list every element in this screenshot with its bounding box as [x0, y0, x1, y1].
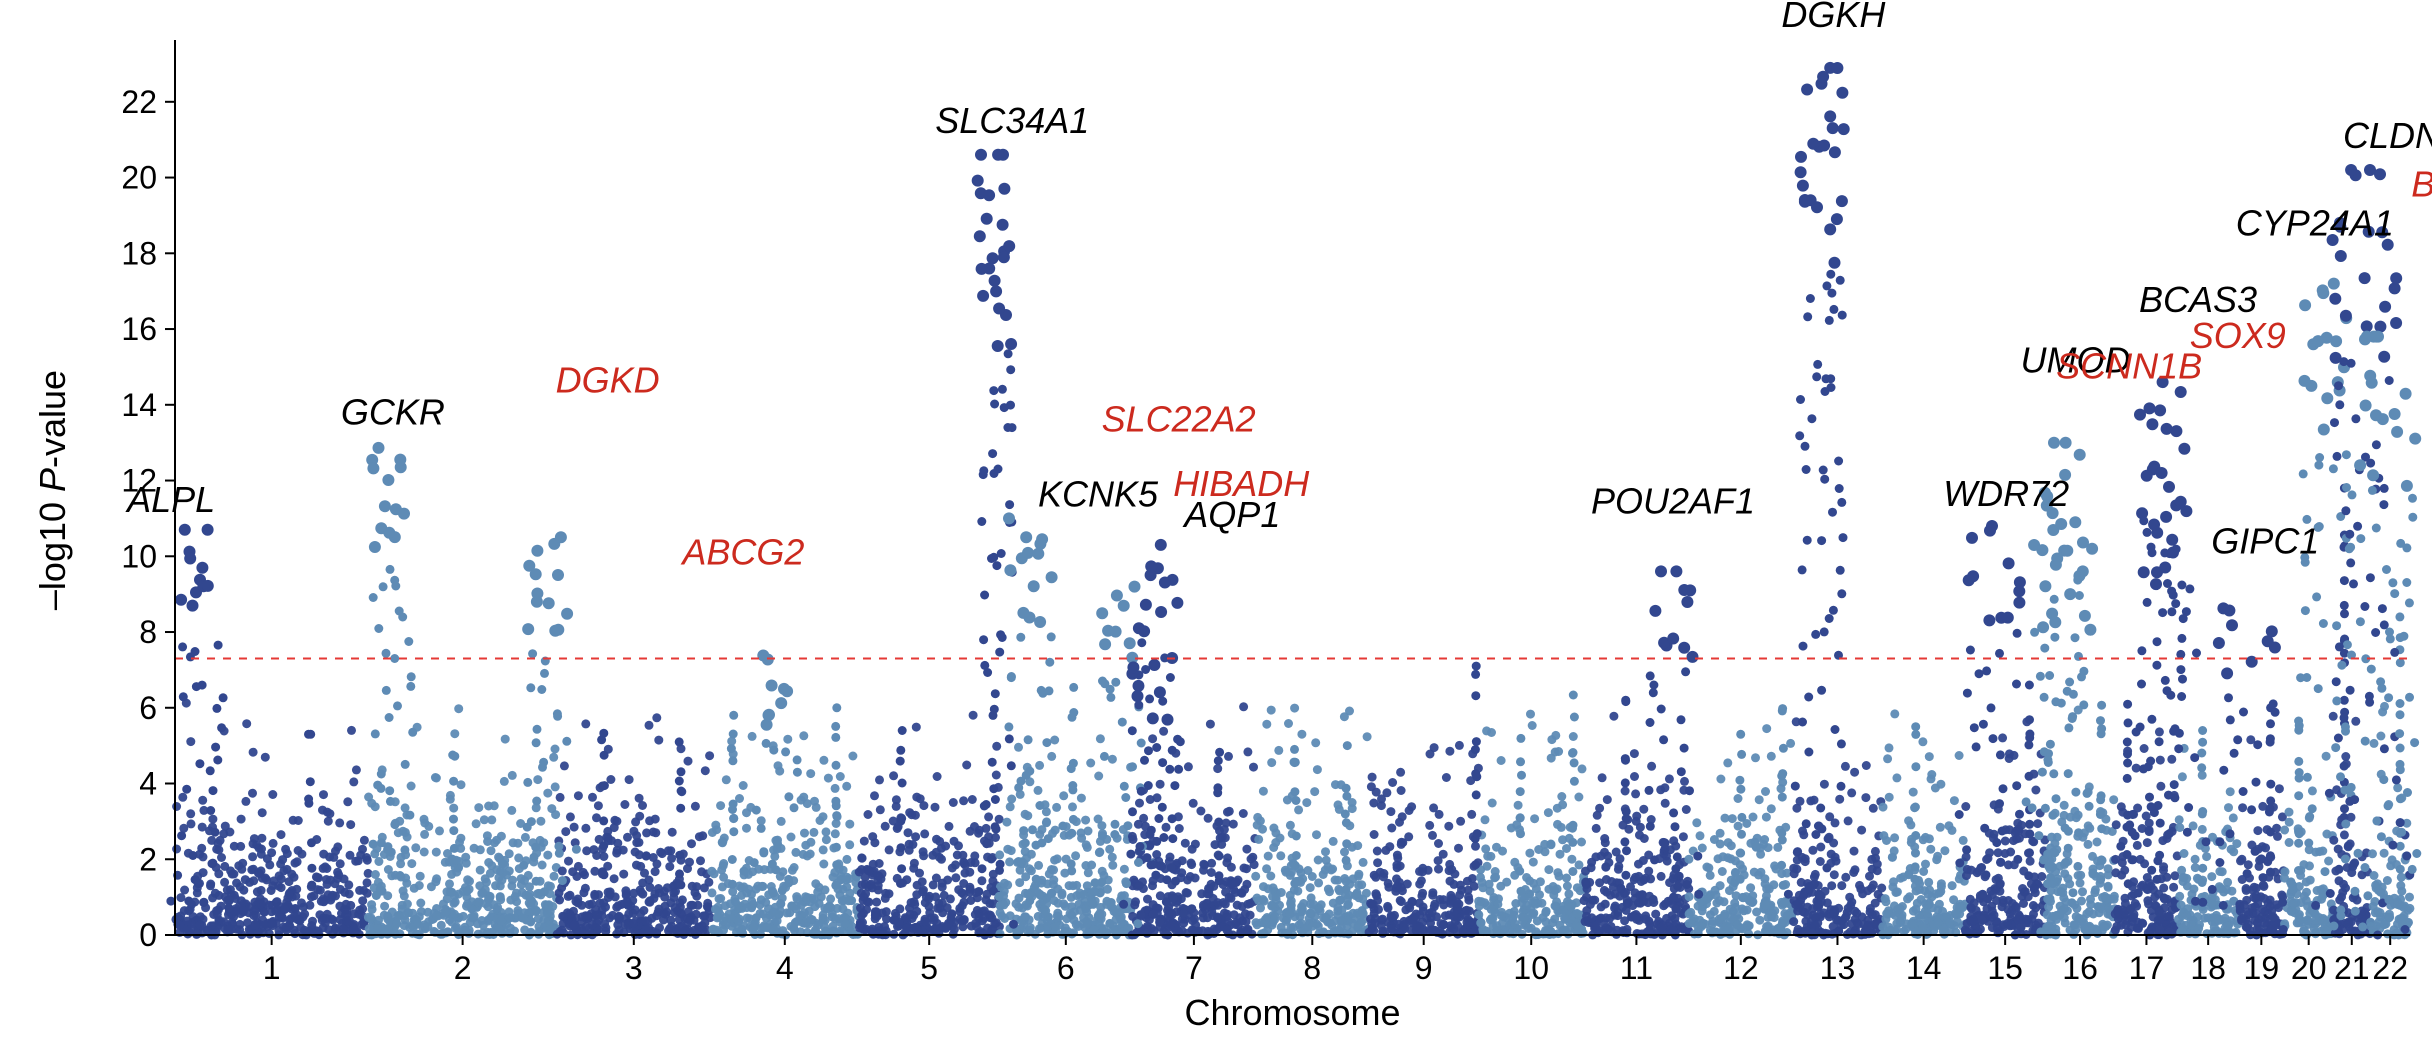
y-tick-label: 10 — [121, 538, 157, 574]
gene-label: DGKH — [1781, 0, 1886, 35]
y-tick-label: 6 — [139, 690, 157, 726]
x-tick-label: 12 — [1723, 950, 1759, 986]
gene-label: DGKD — [556, 359, 660, 400]
y-axis-label: –log10 P-value — [32, 370, 73, 610]
x-tick-label: 16 — [2062, 950, 2098, 986]
gene-label: POU2AF1 — [1591, 480, 1755, 521]
gene-label: WDR72 — [1943, 473, 2069, 514]
gene-label: KCNK5 — [1038, 473, 1159, 514]
gene-label: SCNN1B — [2056, 346, 2202, 387]
gene-label: SLC34A1 — [935, 100, 1089, 141]
x-tick-label: 13 — [1820, 950, 1856, 986]
gene-label: CLDN14 — [2343, 115, 2432, 156]
x-tick-label: 20 — [2291, 950, 2327, 986]
gene-label: SOX9 — [2190, 315, 2286, 356]
gene-label: CYP24A1 — [2236, 203, 2394, 244]
x-tick-label: 1 — [263, 950, 281, 986]
x-tick-label: 3 — [625, 950, 643, 986]
y-tick-label: 2 — [139, 841, 157, 877]
x-tick-label: 17 — [2129, 950, 2165, 986]
y-tick-label: 20 — [121, 160, 157, 196]
x-tick-label: 2 — [454, 950, 472, 986]
y-tick-label: 18 — [121, 235, 157, 271]
y-tick-label: 4 — [139, 766, 157, 802]
y-tick-label: 0 — [139, 917, 157, 953]
x-tick-label: 10 — [1513, 950, 1549, 986]
x-axis-label: Chromosome — [1184, 992, 1400, 1033]
x-tick-label: 4 — [776, 950, 794, 986]
y-tick-label: 8 — [139, 614, 157, 650]
x-tick-label: 14 — [1906, 950, 1942, 986]
y-tick-label: 12 — [121, 463, 157, 499]
y-tick-label: 14 — [121, 387, 157, 423]
x-tick-label: 9 — [1415, 950, 1433, 986]
x-tick-label: 19 — [2244, 950, 2280, 986]
x-tick-label: 5 — [920, 950, 938, 986]
x-tick-label: 22 — [2372, 950, 2408, 986]
x-tick-label: 7 — [1185, 950, 1203, 986]
gene-label: AQP1 — [1182, 494, 1280, 535]
y-tick-label: 22 — [121, 84, 157, 120]
x-tick-label: 8 — [1303, 950, 1321, 986]
y-tick-label: 16 — [121, 311, 157, 347]
x-tick-label: 18 — [2190, 950, 2226, 986]
manhattan-plot: ALPLGCKRDGKDABCG2SLC34A1KCNK5SLC22A2HIBA… — [0, 0, 2432, 1050]
gene-label: GIPC1 — [2211, 521, 2319, 562]
gene-label: BCAS3 — [2139, 279, 2257, 320]
gene-label: ABCG2 — [680, 532, 804, 573]
x-tick-label: 15 — [1987, 950, 2023, 986]
manhattan-svg: ALPLGCKRDGKDABCG2SLC34A1KCNK5SLC22A2HIBA… — [0, 0, 2432, 1050]
x-tick-label: 11 — [1620, 950, 1653, 986]
gene-label: BCR — [2411, 164, 2432, 205]
x-tick-label: 6 — [1057, 950, 1075, 986]
gene-label: SLC22A2 — [1102, 399, 1256, 440]
gene-label: GCKR — [341, 392, 445, 433]
x-tick-label: 21 — [2334, 950, 2370, 986]
